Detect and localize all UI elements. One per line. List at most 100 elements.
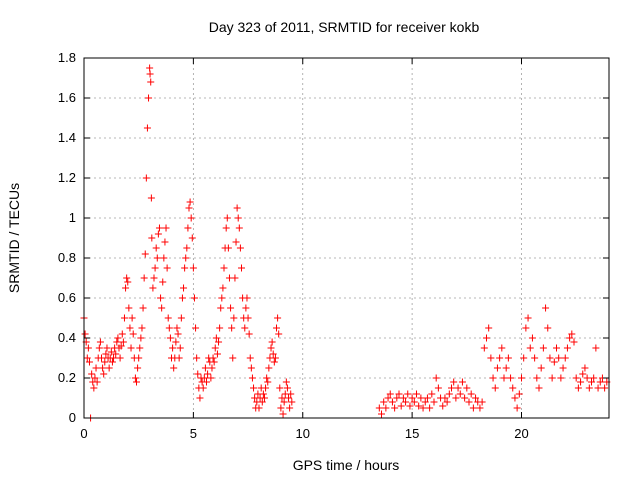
data-point <box>161 238 169 246</box>
data-point <box>250 384 258 392</box>
data-point <box>267 344 275 352</box>
data-point <box>574 384 582 392</box>
data-point <box>211 344 219 352</box>
data-point <box>243 294 251 302</box>
y-tick-label: 0 <box>69 410 76 425</box>
data-point <box>583 374 591 382</box>
data-point <box>288 398 296 406</box>
data-point <box>563 344 571 352</box>
data-point <box>220 264 228 272</box>
data-point <box>413 390 420 398</box>
y-tick-label: 1.4 <box>58 130 76 145</box>
data-point <box>172 338 180 346</box>
data-point <box>99 364 107 372</box>
data-point <box>594 384 602 392</box>
data-point <box>233 204 241 212</box>
data-point <box>441 394 449 402</box>
data-point <box>200 374 208 382</box>
data-point <box>155 224 163 232</box>
data-point <box>154 230 162 238</box>
data-point <box>255 404 263 412</box>
data-point <box>114 334 122 342</box>
x-tick-label: 0 <box>80 426 87 441</box>
data-point <box>133 378 140 386</box>
data-point <box>194 370 202 378</box>
data-point <box>419 404 427 412</box>
data-point <box>112 350 120 358</box>
y-tick-label: 1.8 <box>58 50 76 65</box>
data-point <box>283 384 291 392</box>
data-point <box>169 344 177 352</box>
data-point <box>98 354 105 362</box>
data-point <box>553 344 560 352</box>
data-point <box>174 330 182 338</box>
data-point <box>585 384 593 392</box>
data-point <box>127 344 135 352</box>
data-point <box>135 354 143 362</box>
data-point <box>276 384 284 392</box>
data-point <box>262 384 270 392</box>
data-point <box>493 364 501 372</box>
data-point <box>189 264 197 272</box>
data-point <box>478 398 486 406</box>
data-point <box>491 384 499 392</box>
data-point <box>388 398 396 406</box>
data-point <box>542 304 550 312</box>
data-point <box>378 410 385 418</box>
data-point <box>231 274 239 282</box>
data-point <box>182 254 190 262</box>
data-point <box>108 358 116 366</box>
x-tick-label: 20 <box>514 426 528 441</box>
data-point <box>210 358 218 366</box>
data-point <box>242 304 250 312</box>
data-point <box>269 350 277 358</box>
data-point <box>476 404 484 412</box>
data-point <box>145 94 153 102</box>
data-point <box>421 398 429 406</box>
data-point <box>120 314 128 322</box>
y-tick-label: 1 <box>69 210 76 225</box>
data-point <box>100 370 108 378</box>
data-point <box>219 284 227 292</box>
data-point <box>173 324 181 332</box>
data-point <box>228 324 236 332</box>
data-point <box>397 402 405 410</box>
data-point <box>223 214 231 222</box>
data-point <box>445 390 453 398</box>
data-point <box>184 224 192 232</box>
data-point <box>218 294 226 302</box>
data-point <box>91 374 99 382</box>
data-point <box>268 338 276 346</box>
data-point <box>511 394 519 402</box>
y-tick-label: 1.2 <box>58 170 76 185</box>
y-tick-label: 1.6 <box>58 90 76 105</box>
data-point <box>434 384 442 392</box>
data-point <box>463 384 471 392</box>
data-point <box>487 354 495 362</box>
data-point <box>147 78 155 86</box>
data-point <box>465 398 473 406</box>
data-point <box>190 294 198 302</box>
data-point <box>273 324 280 332</box>
data-point <box>590 374 598 382</box>
data-point <box>391 404 399 412</box>
data-point <box>485 324 493 332</box>
data-point <box>113 338 121 346</box>
data-point <box>165 324 173 332</box>
data-point <box>88 370 96 378</box>
data-point <box>147 194 155 202</box>
data-point <box>128 314 136 322</box>
data-point <box>199 384 207 392</box>
data-point <box>236 244 244 252</box>
data-points <box>80 64 611 422</box>
data-point <box>101 358 109 366</box>
data-point <box>404 390 412 398</box>
data-point <box>150 274 158 282</box>
data-point <box>187 214 195 222</box>
data-point <box>227 304 235 312</box>
data-point <box>222 224 230 232</box>
data-point <box>592 344 600 352</box>
data-point <box>274 314 282 322</box>
data-point <box>159 278 167 286</box>
data-point <box>489 374 497 382</box>
